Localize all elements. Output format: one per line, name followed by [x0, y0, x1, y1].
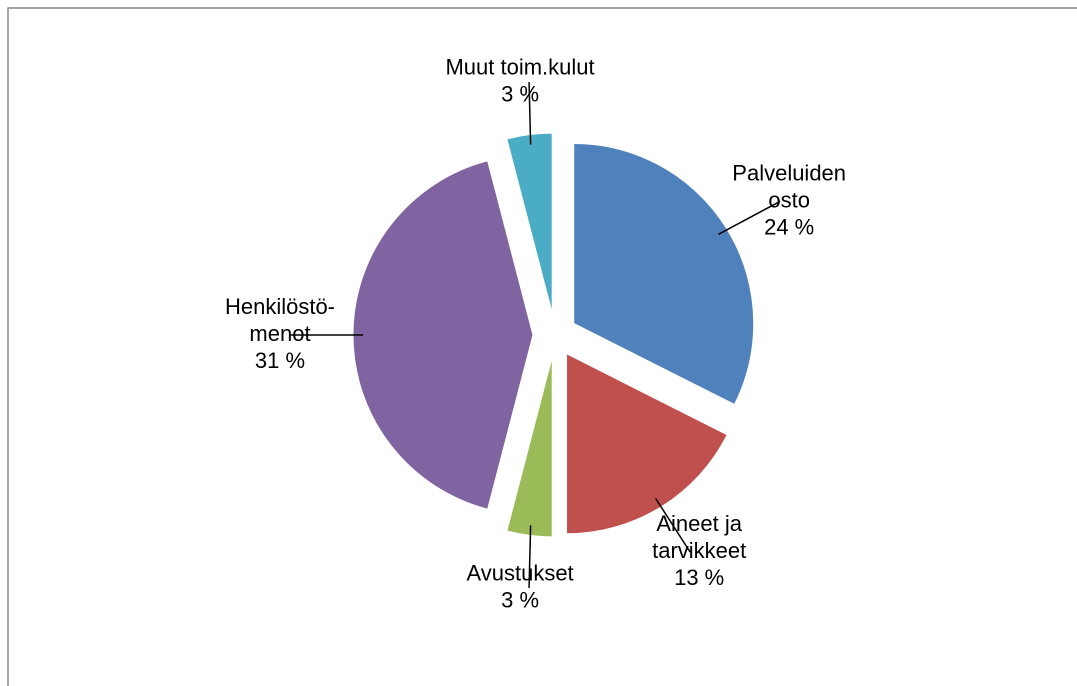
pie-slice	[506, 132, 553, 314]
leader-line	[655, 498, 691, 553]
data-label-line: tarvikkeet	[652, 538, 746, 563]
data-label: Aineet ja tarvikkeet 13 %	[652, 511, 746, 590]
data-label-value: 3 %	[501, 587, 539, 612]
leader-line	[528, 525, 532, 588]
data-label-line: Muut toim.kulut	[445, 54, 594, 79]
data-label-line: Palveluiden	[732, 160, 846, 185]
data-label-value: 13 %	[674, 565, 724, 590]
data-label-line: osto	[768, 187, 810, 212]
data-label-value: 24 %	[764, 214, 814, 239]
data-label: Avustukset 3 %	[466, 560, 573, 612]
data-label-line: Avustukset	[466, 560, 573, 585]
pie-slice	[506, 356, 553, 538]
data-label-line: Aineet ja	[656, 511, 742, 536]
leader-line	[528, 82, 532, 145]
data-label-value: 31 %	[255, 348, 305, 373]
leader-line	[718, 200, 781, 235]
chart-frame	[7, 7, 1077, 686]
data-label: Henkilöstö-menot 31 %	[225, 294, 335, 373]
data-label: Palveluiden osto 24 %	[732, 160, 846, 239]
data-label: Muut toim.kulut 3 %	[445, 54, 594, 106]
data-label-line: menot	[249, 321, 310, 346]
data-label-value: 3 %	[501, 81, 539, 106]
data-label-line: Henkilöstö-	[225, 294, 335, 319]
